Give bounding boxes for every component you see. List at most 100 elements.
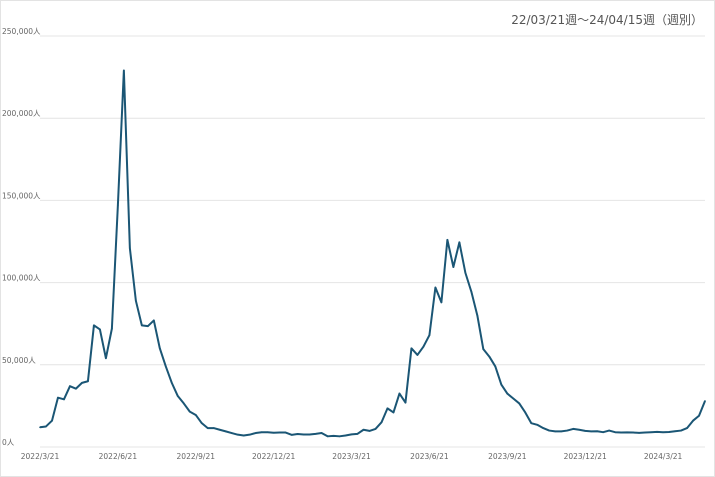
data-point — [51, 419, 53, 422]
data-point — [542, 427, 545, 429]
data-point — [644, 431, 646, 434]
data-point — [692, 419, 694, 422]
data-point — [476, 314, 479, 317]
data-point — [111, 327, 113, 330]
data-point — [602, 431, 604, 434]
data-point — [147, 325, 149, 327]
period-label: 22/03/21週〜24/04/15週（週別） — [511, 13, 703, 27]
data-point — [392, 411, 395, 414]
data-point — [626, 431, 628, 434]
data-point — [632, 431, 634, 434]
data-point — [39, 426, 41, 429]
y-tick-label: 50,000人 — [2, 356, 36, 365]
data-point — [165, 365, 167, 368]
y-tick-label: 150,000人 — [2, 191, 41, 200]
data-point — [704, 400, 706, 402]
y-tick-label: 200,000人 — [2, 109, 41, 118]
data-point — [266, 431, 269, 434]
data-point — [386, 407, 389, 410]
data-point — [350, 433, 353, 436]
data-point — [404, 401, 407, 404]
data-point — [176, 395, 179, 397]
data-point — [284, 431, 287, 434]
data-point — [686, 427, 688, 429]
series-line — [39, 69, 706, 438]
data-point — [141, 324, 143, 327]
data-point — [422, 345, 425, 348]
data-point — [63, 398, 65, 401]
data-point — [302, 433, 305, 436]
data-point — [206, 427, 209, 429]
data-point — [650, 431, 652, 434]
data-point — [344, 434, 347, 437]
y-tick-label: 0人 — [2, 438, 15, 447]
y-tick-label: 250,000人 — [2, 27, 41, 36]
data-point — [440, 301, 443, 304]
data-point — [338, 435, 341, 438]
data-point — [99, 328, 101, 331]
data-point — [182, 402, 185, 405]
data-point — [218, 428, 221, 431]
data-point — [332, 435, 335, 437]
data-point — [458, 241, 461, 244]
data-point — [254, 432, 257, 434]
data-point — [81, 382, 83, 384]
data-point — [524, 411, 527, 414]
x-tick-label: 2024/3/21 — [644, 452, 683, 461]
data-point — [69, 385, 71, 387]
data-point — [596, 430, 598, 433]
data-point — [356, 433, 359, 435]
data-point — [578, 428, 580, 431]
data-point — [620, 431, 622, 434]
data-point — [494, 365, 497, 368]
x-tick-label: 2023/9/21 — [488, 452, 527, 461]
data-point — [135, 299, 137, 302]
data-point — [674, 430, 676, 433]
y-tick-label: 100,000人 — [2, 274, 41, 283]
data-point — [554, 430, 557, 433]
data-point — [584, 430, 586, 432]
data-point — [680, 429, 682, 432]
data-point — [188, 410, 191, 413]
x-tick-label: 2023/3/21 — [332, 452, 371, 461]
data-point — [75, 387, 77, 390]
data-point — [212, 427, 215, 429]
data-point — [512, 397, 515, 400]
x-tick-label: 2022/12/21 — [252, 452, 295, 461]
data-point — [242, 434, 245, 437]
data-point — [129, 247, 131, 249]
data-point — [548, 429, 551, 432]
data-point — [374, 428, 377, 430]
data-point — [434, 286, 437, 289]
x-tick-label: 2022/9/21 — [177, 452, 216, 461]
x-tick-label: 2023/12/21 — [564, 452, 607, 461]
data-point — [428, 334, 431, 337]
data-point — [446, 239, 449, 241]
data-point — [380, 421, 383, 424]
x-axis-ticks: 2022/3/21 2022/6/21 2022/9/21 2022/12/21 202… — [21, 452, 683, 461]
data-point — [656, 431, 658, 433]
data-point — [500, 383, 503, 386]
data-point — [93, 324, 95, 327]
data-point — [536, 424, 539, 426]
data-point — [200, 422, 203, 424]
data-point — [614, 431, 616, 434]
data-point — [668, 431, 670, 433]
data-point — [159, 347, 161, 350]
data-point — [87, 380, 89, 383]
data-point — [590, 430, 592, 433]
x-tick-label: 2022/6/21 — [99, 452, 138, 461]
data-point — [314, 433, 317, 435]
series-group — [39, 69, 706, 438]
y-axis-ticks: 250,000人 200,000人 150,000人 100,000人 50,000人 0… — [2, 27, 41, 447]
data-point — [272, 431, 275, 434]
data-point — [194, 414, 197, 416]
data-point — [326, 435, 329, 438]
data-point — [518, 402, 521, 405]
x-tick-label: 2023/6/21 — [410, 452, 449, 461]
data-point — [296, 433, 299, 435]
x-tick-label: 2022/3/21 — [21, 452, 60, 461]
data-point — [248, 433, 251, 436]
data-point — [608, 429, 610, 432]
